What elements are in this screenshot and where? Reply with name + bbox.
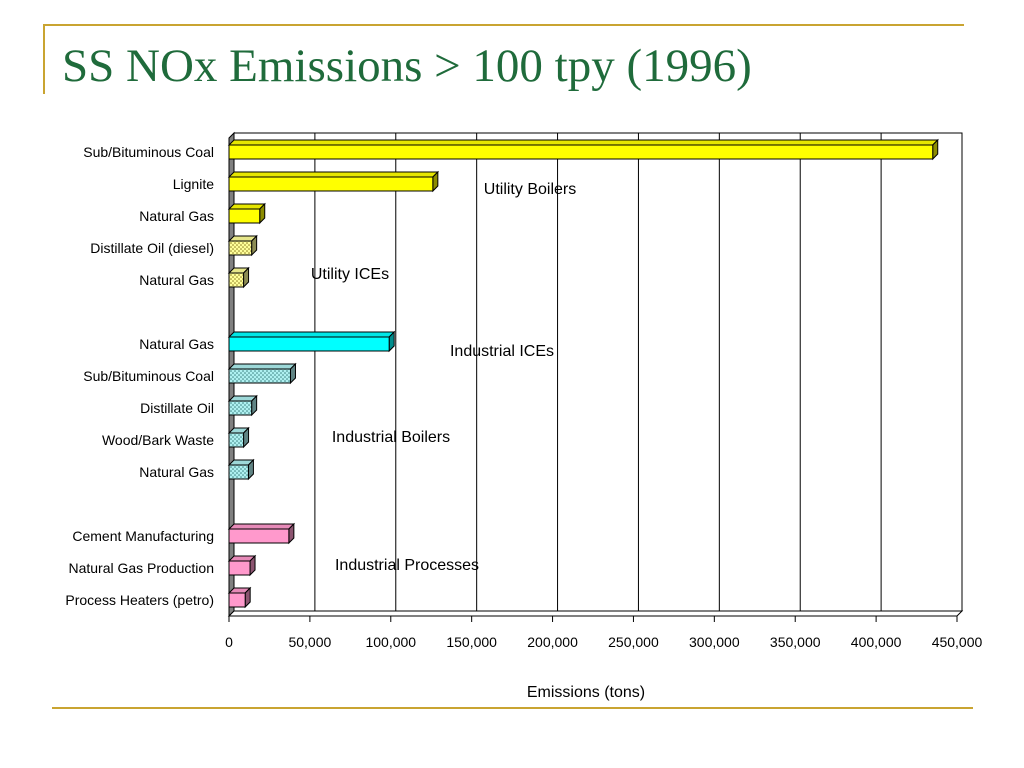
- bar-top-face: [227, 171, 440, 178]
- slide-title: SS NOx Emissions > 100 tpy (1996): [62, 40, 752, 92]
- title-top-rule: [44, 24, 964, 26]
- x-tick-label: 50,000: [288, 634, 331, 650]
- category-label: Distillate Oil: [140, 400, 214, 416]
- x-tick-label: 300,000: [689, 634, 740, 650]
- bar-top-face: [227, 523, 296, 530]
- bar: [228, 464, 249, 480]
- category-label: Cement Manufacturing: [72, 528, 214, 544]
- category-label: Natural Gas Production: [68, 560, 214, 576]
- category-label: Distillate Oil (diesel): [90, 240, 214, 256]
- bar: [228, 240, 253, 256]
- footer-rule: [52, 707, 973, 709]
- x-axis-title: Emissions (tons): [527, 684, 645, 701]
- x-tick-label: 200,000: [527, 634, 578, 650]
- bar: [228, 336, 390, 352]
- plot-floor: [227, 610, 964, 617]
- x-tick-label: 150,000: [446, 634, 497, 650]
- category-label: Process Heaters (petro): [65, 592, 214, 608]
- title-left-rule: [43, 24, 45, 94]
- group-annotation: Industrial ICEs: [450, 343, 554, 360]
- category-label: Natural Gas: [139, 464, 214, 480]
- x-tick-label: 450,000: [932, 634, 983, 650]
- bar: [228, 272, 245, 288]
- bar-top-face: [227, 203, 266, 210]
- category-label: Natural Gas: [139, 336, 214, 352]
- x-tick-label: 250,000: [608, 634, 659, 650]
- category-label: Natural Gas: [139, 208, 214, 224]
- bar: [228, 368, 291, 384]
- bar: [228, 592, 246, 608]
- bar: [228, 560, 251, 576]
- plot-area: [233, 132, 963, 612]
- x-tick-label: 0: [225, 634, 233, 650]
- category-label: Sub/Bituminous Coal: [83, 368, 214, 384]
- bar: [228, 528, 290, 544]
- x-tick-label: 400,000: [851, 634, 902, 650]
- bar: [228, 432, 245, 448]
- group-annotation: Utility ICEs: [311, 266, 389, 283]
- group-annotation: Industrial Processes: [335, 557, 479, 574]
- category-label: Wood/Bark Waste: [102, 432, 214, 448]
- category-label: Sub/Bituminous Coal: [83, 144, 214, 160]
- bar: [228, 400, 253, 416]
- bar: [228, 208, 261, 224]
- bar-top-face: [227, 139, 939, 146]
- group-annotation: Utility Boilers: [484, 181, 576, 198]
- x-tick-label: 350,000: [770, 634, 821, 650]
- bar: [228, 144, 934, 160]
- bar-top-face: [227, 363, 297, 370]
- bar: [228, 176, 434, 192]
- bar-top-face: [227, 331, 396, 338]
- x-tick-label: 100,000: [365, 634, 416, 650]
- group-annotation: Industrial Boilers: [332, 429, 450, 446]
- category-label: Lignite: [173, 176, 214, 192]
- category-label: Natural Gas: [139, 272, 214, 288]
